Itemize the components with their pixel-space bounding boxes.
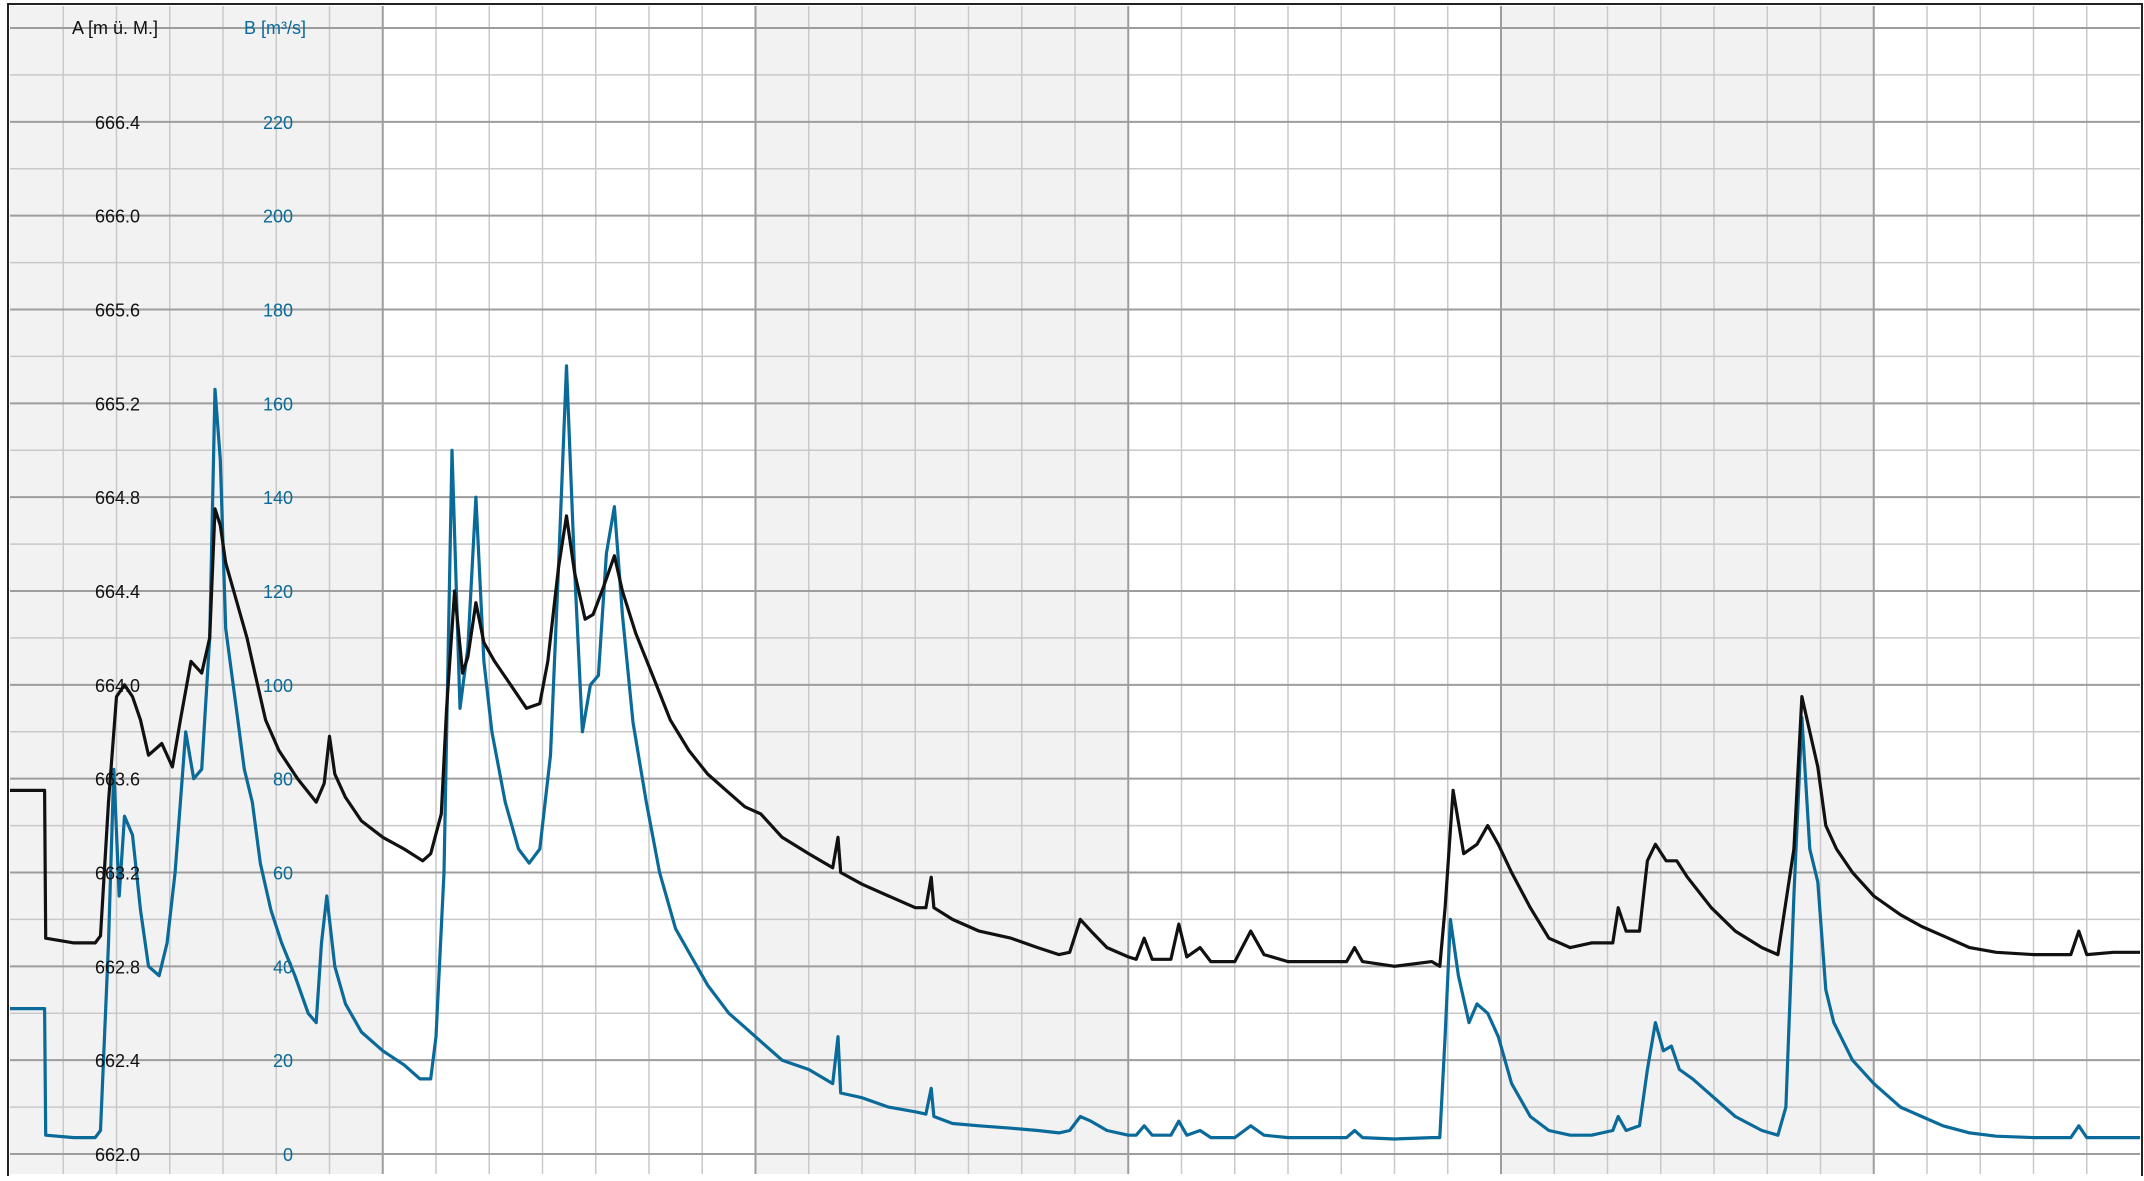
left-axis-title: A [m ü. M.] [72,18,158,38]
left-tick-label: 665.6 [95,301,140,321]
left-tick-label: 666.0 [95,207,140,227]
series-line-a [10,507,2140,968]
plot-frame [7,3,2143,1181]
right-tick-label: 180 [263,301,293,321]
left-tick-label: 666.4 [95,113,140,133]
right-tick-label: 100 [263,676,293,696]
left-tick-label: 664.8 [95,488,140,508]
minor-horizontal-gridlines [10,74,2140,1108]
right-tick-label: 60 [273,864,293,884]
right-tick-label: 200 [263,207,293,227]
left-tick-label: 663.6 [95,770,140,790]
left-tick-label: 664.0 [95,676,140,696]
left-tick-label: 665.2 [95,394,140,414]
left-tick-label: 663.2 [95,864,140,884]
right-tick-label: 0 [283,1145,293,1165]
right-tick-label: 160 [263,394,293,414]
left-tick-label: 662.8 [95,957,140,977]
right-tick-label: 20 [273,1051,293,1071]
series-line-b [10,364,2140,1141]
right-tick-label: 140 [263,488,293,508]
right-tick-label: 80 [273,770,293,790]
left-tick-label: 662.4 [95,1051,140,1071]
series-lines [10,364,2140,1141]
right-tick-label: 40 [273,957,293,977]
right-axis-title: B [m³/s] [244,18,306,38]
major-gridlines [10,6,2140,1174]
left-tick-label: 662.0 [95,1145,140,1165]
right-tick-label: 120 [263,582,293,602]
left-axis-a: A [m ü. M.] 666.4 666.0 665.6 665.2 664.8 664… [72,18,158,1165]
left-tick-label: 664.4 [95,582,140,602]
right-tick-label: 220 [263,113,293,133]
